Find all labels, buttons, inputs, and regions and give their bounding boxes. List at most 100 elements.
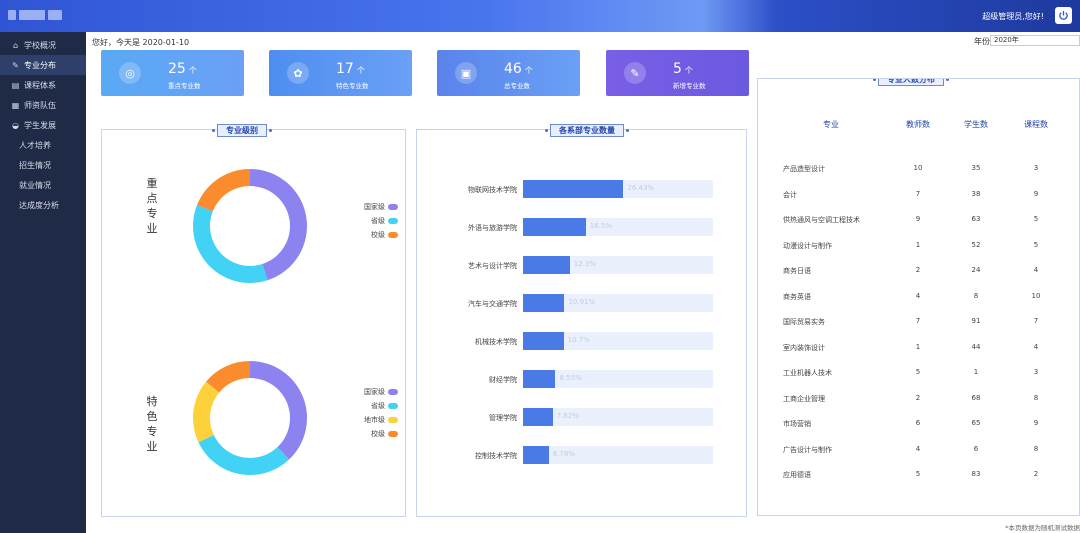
bar-fill[interactable] — [523, 370, 556, 388]
table-cell: 3 — [1033, 368, 1039, 376]
feature-major-donut — [193, 361, 307, 475]
table-cell: 室内装饰设计 — [783, 343, 825, 352]
bar-category-label: 控制技术学院 — [475, 452, 517, 460]
table-cell: 5 — [1033, 215, 1039, 223]
stat-value: 17 — [336, 61, 354, 77]
table-cell: 38 — [971, 189, 981, 198]
donut-slice-地市级[interactable] — [193, 381, 220, 443]
bar-fill[interactable] — [523, 180, 624, 198]
donut-slice-国家级[interactable] — [250, 361, 307, 460]
bar-category-label: 机械技术学院 — [475, 338, 517, 346]
bar-track: 8.55% — [523, 370, 713, 388]
table-header: 专业 — [823, 120, 839, 129]
year-select[interactable]: 2020年 — [990, 35, 1080, 46]
bar-fill[interactable] — [523, 294, 565, 312]
legend-swatch-icon — [388, 232, 398, 238]
stat-value: 46 — [504, 61, 522, 77]
table-cell: 10 — [913, 164, 923, 172]
sidebar-item[interactable]: ✎ 专业分布 — [0, 55, 86, 75]
legend-label: 省级 — [371, 402, 385, 410]
table-cell: 工商企业管理 — [783, 394, 825, 403]
header-bar: 超级管理员,您好! — [0, 0, 1080, 32]
sidebar-item[interactable]: ⌂ 学校概况 — [0, 35, 86, 55]
sidebar-item[interactable]: 人才培养 — [0, 135, 86, 155]
bar-fill[interactable] — [523, 332, 564, 350]
legend-label: 省级 — [371, 217, 385, 225]
donut-slice-省级[interactable] — [193, 205, 268, 283]
table-cell: 1 — [915, 240, 921, 249]
legend-swatch-icon — [388, 218, 398, 224]
legend-item[interactable]: 校级 — [371, 429, 398, 439]
donut-slice-校级[interactable] — [197, 169, 250, 212]
bar-fill[interactable] — [523, 446, 549, 464]
bar-fill[interactable] — [523, 256, 570, 274]
folder-icon: ▣ — [455, 62, 477, 84]
dept-major-title: 各系部专业数量 — [545, 124, 629, 137]
table-header: 课程数 — [1024, 120, 1048, 129]
donut-slice-国家级[interactable] — [250, 169, 307, 281]
table-cell: 产品造型设计 — [783, 165, 825, 173]
legend-item[interactable]: 国家级 — [364, 202, 398, 212]
table-cell: 应用德语 — [783, 471, 811, 479]
admin-greeting: 超级管理员,您好! — [982, 12, 1044, 21]
year-label: 年份 — [974, 37, 990, 46]
table-cell: 4 — [1033, 266, 1039, 274]
sidebar-item[interactable]: 达成度分析 — [0, 195, 86, 215]
sidebar-item[interactable]: ▤ 课程体系 — [0, 75, 86, 95]
table-cell: 24 — [971, 266, 981, 274]
sidebar-item-label: 学生发展 — [24, 120, 56, 130]
sidebar-item[interactable]: 就业情况 — [0, 175, 86, 195]
table-cell: 44 — [971, 342, 981, 351]
legend-item[interactable]: 地市级 — [364, 415, 398, 425]
table-cell: 35 — [971, 164, 981, 172]
school-logo — [8, 10, 62, 20]
sidebar-item[interactable]: 招生情况 — [0, 155, 86, 175]
bar-track: 7.82% — [523, 408, 713, 426]
sidebar-item-label: 人才培养 — [19, 140, 51, 150]
table-cell: 4 — [1033, 342, 1039, 351]
bar-track: 6.78% — [523, 446, 713, 464]
building-icon: ⌂ — [12, 40, 19, 50]
table-cell: 1 — [973, 368, 979, 376]
sidebar-item-label: 就业情况 — [19, 180, 51, 190]
sidebar-item[interactable]: ◒ 学生发展 — [0, 115, 86, 135]
stat-label: 新增专业数 — [673, 82, 706, 90]
stat-card: ✿ 17 个特色专业数 — [269, 50, 412, 96]
bar-track: 10.91% — [523, 294, 713, 312]
stat-unit: 个 — [188, 66, 197, 75]
table-cell: 65 — [971, 419, 981, 427]
legend-label: 校级 — [371, 231, 385, 239]
legend-item[interactable]: 省级 — [371, 216, 398, 226]
bar-fill[interactable] — [523, 408, 553, 426]
date-greeting: 您好，今天是 2020-01-10 — [92, 38, 190, 47]
table-cell: 91 — [971, 317, 981, 325]
bar-category-label: 物联网技术学院 — [468, 186, 517, 194]
pencil-icon: ✎ — [624, 62, 646, 84]
table-cell: 4 — [915, 444, 921, 453]
bar-value-label: 8.55% — [559, 374, 582, 382]
stat-value: 5 — [673, 61, 682, 77]
sidebar-item-label: 课程体系 — [24, 80, 56, 90]
stat-card: ✎ 5 个新增专业数 — [606, 50, 749, 96]
major-level-panel: 专业级别 重点专业 特色专业 国家级 省级 校级 国家级 省级 地市级 校级 — [101, 124, 406, 517]
legend-item[interactable]: 国家级 — [364, 387, 398, 397]
donut-slice-省级[interactable] — [198, 435, 290, 475]
legend-label: 地市级 — [364, 416, 385, 424]
stat-card: ◎ 25 个重点专业数 — [101, 50, 244, 96]
bar-value-label: 16.5% — [589, 222, 612, 230]
major-distribution-title: 专业人数分布 — [873, 79, 949, 86]
table-header: 学生数 — [964, 120, 988, 129]
power-icon[interactable] — [1055, 7, 1072, 24]
donut-slice-校级[interactable] — [206, 361, 250, 393]
bar-track: 12.3% — [523, 256, 713, 274]
table-cell: 9 — [1033, 189, 1039, 198]
table-cell: 国际贸易实务 — [783, 318, 825, 326]
legend-item[interactable]: 校级 — [371, 230, 398, 240]
bar-fill[interactable] — [523, 218, 586, 236]
book-icon: ▤ — [11, 80, 20, 90]
sidebar-item[interactable]: ▦ 师资队伍 — [0, 95, 86, 115]
key-major-donut — [193, 169, 307, 283]
legend-item[interactable]: 省级 — [371, 401, 398, 411]
bar-category-label: 艺术与设计学院 — [468, 262, 517, 270]
